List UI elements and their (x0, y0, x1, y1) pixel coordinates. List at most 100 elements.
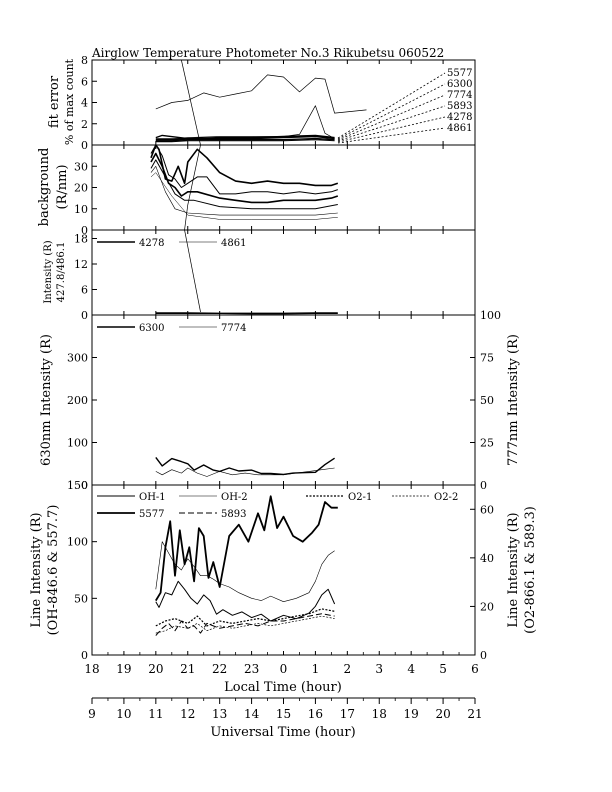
y-tick-label: 30 (74, 160, 88, 173)
series-line-6300 (155, 105, 335, 139)
legend-label-o2-2: O2-2 (434, 492, 458, 503)
oi-intensity-panel (91, 314, 476, 486)
y-tick-label: 0 (81, 139, 88, 152)
series-layer (150, 59, 367, 636)
y-tick-label: 300 (67, 352, 88, 365)
legend-label-4861: 4861 (221, 238, 246, 249)
local-time-label: Local Time (hour) (224, 680, 342, 695)
leader-4278 (337, 116, 446, 143)
leader-7774 (337, 94, 446, 141)
local-time-tick-label: 18 (84, 662, 99, 676)
y-tick-label-right: 60 (480, 503, 494, 516)
y-tick-label-right: 0 (480, 479, 487, 492)
legend-label-oh-2: OH-2 (221, 492, 248, 503)
background-panel (91, 144, 476, 231)
series-line-oh-2 (155, 541, 335, 603)
local-time-tick-label: 22 (212, 662, 227, 676)
series-line-5893 (155, 613, 335, 636)
legend-label-4278: 4278 (447, 112, 472, 123)
ut-tick-label: 15 (276, 707, 291, 721)
y-tick-label-right: 25 (480, 437, 494, 450)
fit-error-ylabel: fit error (47, 75, 62, 128)
series-line-4278 (155, 137, 335, 142)
ut-tick-label: 19 (404, 707, 419, 721)
line-intensity-legend: OH-1 OH-2 O2-1 O2-2 5577 5893 (97, 492, 458, 520)
y-tick-label-right: 0 (480, 649, 487, 662)
local-time-tick-label: 5 (439, 662, 447, 676)
y-tick-label: 18 (74, 233, 88, 246)
ut-tick-label: 20 (435, 707, 450, 721)
legend-label-7774: 7774 (447, 90, 472, 101)
fit-error-legend-leaders (337, 72, 446, 144)
series-line-oh-1 (155, 580, 336, 622)
local-time-tick-label: 1 (312, 662, 320, 676)
y-tick-label: 10 (74, 203, 88, 216)
legend-label-7774: 7774 (221, 323, 246, 334)
y-tick-label: 100 (67, 437, 88, 450)
line-intensity-ylabel-right: Line Intensity (R) (506, 512, 521, 627)
local-time-tick-label: 4 (407, 662, 415, 676)
local-time-tick-label: 20 (148, 662, 163, 676)
panel-frames (91, 59, 476, 656)
legend-label-5893: 5893 (221, 509, 246, 520)
ut-tick-label: 17 (340, 707, 355, 721)
leader-6300 (337, 83, 446, 140)
series-line-bg-3 (150, 159, 338, 210)
y-tick-label: 6 (81, 284, 88, 297)
leader-5893 (337, 105, 446, 142)
y-tick-label: 150 (67, 479, 88, 492)
local-time-tick-label: 21 (180, 662, 195, 676)
series-line-5577 (155, 74, 367, 114)
leader-5577 (337, 72, 446, 139)
y-tick-label: 0 (81, 649, 88, 662)
series-line-7774 (155, 134, 335, 140)
local-time-tick-label: 6 (471, 662, 479, 676)
ut-tick-label: 18 (372, 707, 387, 721)
tick-layer: 0246801020300612180100200300025507510005… (67, 54, 501, 721)
legend-label-o2-1: O2-1 (348, 492, 372, 503)
line-intensity-ylabel-left: Line Intensity (R) (29, 512, 44, 627)
series-line-o2-2 (155, 615, 335, 634)
y-tick-label: 6 (81, 75, 88, 88)
series-line-bg-2 (150, 152, 339, 204)
oi-intensity-legend: 6300 7774 (97, 323, 246, 334)
legend-label-4861: 4861 (447, 123, 472, 134)
local-time-tick-label: 19 (116, 662, 131, 676)
line-intensity-ylabel-right-unit: (O2-866.1 & 589.3) (523, 506, 538, 634)
series-line-5577 (155, 495, 338, 602)
chart-title: Airglow Temperature Photometer No.3 Riku… (91, 46, 444, 60)
ut-tick-label: 21 (467, 707, 482, 721)
legend-label-5893: 5893 (447, 101, 472, 112)
legend-label-5577: 5577 (139, 509, 164, 520)
series-line-o2-1 (155, 608, 335, 627)
y-tick-label: 4 (81, 97, 88, 110)
y-tick-label-right: 40 (480, 552, 494, 565)
series-line-transient-trace (181, 59, 201, 313)
y-tick-label-right: 20 (480, 600, 494, 613)
legend-label-6300: 6300 (139, 323, 164, 334)
legend-label-oh-1: OH-1 (139, 492, 166, 503)
oi-intensity-ylabel-right: 777nm Intensity (R) (506, 334, 521, 466)
y-tick-label: 0 (81, 309, 88, 322)
series-line-4861 (155, 139, 335, 143)
ut-tick-label: 12 (180, 707, 195, 721)
y-tick-label: 0 (81, 479, 88, 492)
y-tick-label-right: 75 (480, 352, 494, 365)
ut-tick-label: 14 (244, 707, 260, 721)
ut-tick-label: 10 (116, 707, 131, 721)
y-tick-label: 0 (81, 224, 88, 237)
y-tick-label: 8 (81, 54, 88, 67)
universal-time-label: Universal Time (hour) (210, 725, 355, 740)
y-tick-label: 50 (74, 592, 88, 605)
ut-tick-label: 13 (212, 707, 227, 721)
blue-intensity-legend: 4278 4861 (97, 238, 246, 249)
y-tick-label: 200 (67, 394, 88, 407)
blue-intensity-ylabel: Intensity (R) (43, 240, 54, 303)
series-line-bg-1 (150, 144, 338, 195)
line-intensity-ylabel-left-unit: (OH-846.6 & 557.7) (46, 505, 61, 636)
legend-label-6300: 6300 (447, 79, 472, 90)
y-tick-label: 2 (81, 118, 88, 131)
legend-label-5577: 5577 (447, 68, 472, 79)
local-time-tick-label: 23 (244, 662, 259, 676)
